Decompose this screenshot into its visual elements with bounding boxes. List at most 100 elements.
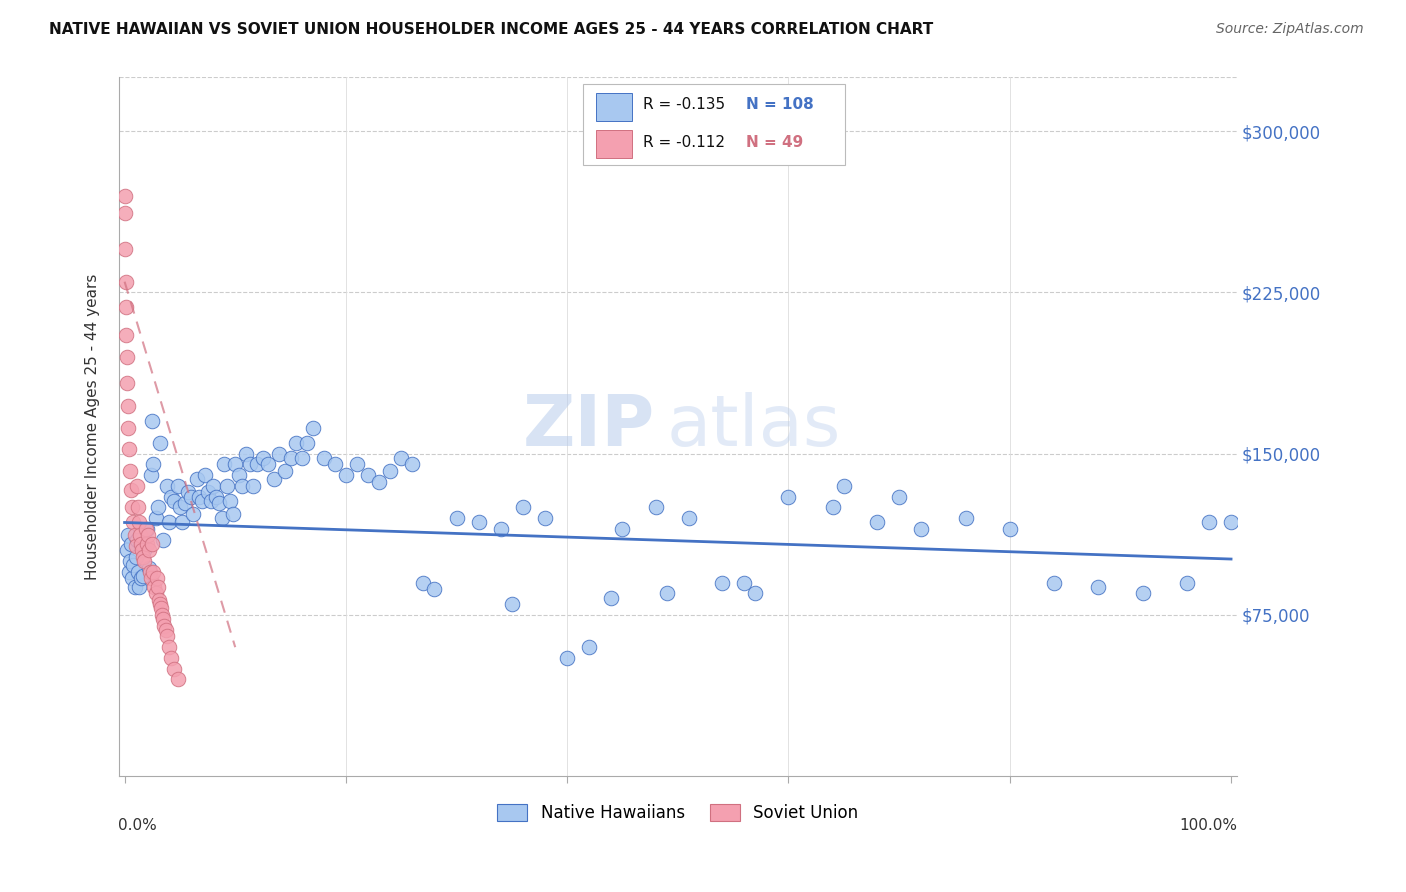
Point bbox=[612, 522, 634, 536]
Point bbox=[174, 496, 197, 510]
Text: 100.0%: 100.0% bbox=[1180, 818, 1237, 833]
Point bbox=[263, 473, 285, 487]
Point bbox=[124, 528, 146, 542]
Point bbox=[446, 511, 468, 525]
Point bbox=[235, 447, 257, 461]
Point bbox=[832, 479, 855, 493]
Point bbox=[139, 571, 162, 585]
Point bbox=[115, 350, 138, 364]
Point bbox=[117, 376, 139, 390]
Point bbox=[139, 565, 162, 579]
Point bbox=[114, 275, 136, 289]
Point bbox=[239, 458, 262, 472]
Point bbox=[155, 623, 177, 637]
Point bbox=[910, 522, 932, 536]
Point bbox=[149, 597, 172, 611]
Point bbox=[231, 479, 253, 493]
Point bbox=[368, 475, 391, 489]
Text: 0.0%: 0.0% bbox=[118, 818, 156, 833]
Point bbox=[501, 597, 523, 611]
Point bbox=[274, 464, 297, 478]
Point bbox=[117, 400, 139, 414]
Point bbox=[124, 549, 146, 564]
Point bbox=[148, 593, 170, 607]
Point bbox=[186, 473, 208, 487]
Point bbox=[166, 673, 188, 687]
Point bbox=[125, 533, 148, 547]
Point bbox=[280, 450, 302, 465]
Point bbox=[138, 560, 160, 574]
Point bbox=[136, 528, 159, 542]
Point bbox=[134, 554, 156, 568]
Point bbox=[205, 490, 228, 504]
Point bbox=[578, 640, 600, 655]
FancyBboxPatch shape bbox=[583, 85, 845, 165]
Point bbox=[242, 479, 264, 493]
Point bbox=[1043, 575, 1066, 590]
Point bbox=[120, 464, 142, 478]
Point bbox=[821, 500, 844, 515]
Point bbox=[181, 507, 204, 521]
Point bbox=[291, 450, 314, 465]
Point bbox=[866, 516, 889, 530]
Point bbox=[138, 543, 160, 558]
Point bbox=[143, 580, 166, 594]
Point bbox=[114, 243, 136, 257]
Point bbox=[1087, 580, 1109, 594]
Text: R = -0.112: R = -0.112 bbox=[643, 135, 725, 150]
Point bbox=[160, 651, 183, 665]
Point bbox=[389, 450, 412, 465]
Point bbox=[600, 591, 623, 605]
Point bbox=[141, 537, 163, 551]
Point bbox=[218, 494, 240, 508]
Point bbox=[711, 575, 734, 590]
Point bbox=[135, 522, 157, 536]
Point bbox=[401, 458, 423, 472]
Point bbox=[114, 206, 136, 220]
Point bbox=[152, 612, 174, 626]
Point bbox=[153, 618, 176, 632]
Point bbox=[301, 421, 323, 435]
Point bbox=[678, 511, 700, 525]
Point bbox=[128, 580, 150, 594]
Point bbox=[489, 522, 512, 536]
Point bbox=[141, 414, 163, 428]
Text: ZIP: ZIP bbox=[523, 392, 655, 461]
Point bbox=[117, 528, 139, 542]
Point bbox=[200, 494, 222, 508]
Point bbox=[285, 436, 308, 450]
Point bbox=[115, 543, 138, 558]
Point bbox=[187, 490, 209, 504]
Point bbox=[269, 447, 291, 461]
Point bbox=[156, 629, 179, 643]
Text: atlas: atlas bbox=[666, 392, 841, 461]
Point bbox=[115, 301, 138, 315]
Point bbox=[1198, 516, 1220, 530]
Point bbox=[135, 522, 157, 536]
Point bbox=[467, 516, 489, 530]
Point bbox=[131, 543, 153, 558]
Point bbox=[555, 651, 578, 665]
Point bbox=[534, 511, 557, 525]
Point bbox=[202, 479, 225, 493]
Point bbox=[120, 483, 142, 498]
Point bbox=[423, 582, 446, 596]
Point bbox=[778, 490, 800, 504]
Point bbox=[224, 458, 246, 472]
Point bbox=[644, 500, 666, 515]
Point bbox=[145, 511, 167, 525]
Point bbox=[217, 479, 239, 493]
Point bbox=[257, 458, 280, 472]
Point bbox=[335, 468, 357, 483]
Point bbox=[157, 640, 180, 655]
Y-axis label: Householder Income Ages 25 - 44 years: Householder Income Ages 25 - 44 years bbox=[86, 274, 100, 580]
Point bbox=[120, 554, 142, 568]
Text: N = 108: N = 108 bbox=[745, 97, 814, 112]
Point bbox=[222, 507, 245, 521]
FancyBboxPatch shape bbox=[596, 93, 633, 120]
Point bbox=[150, 601, 173, 615]
Point bbox=[887, 490, 910, 504]
Point bbox=[197, 485, 219, 500]
Point bbox=[156, 479, 179, 493]
Point bbox=[998, 522, 1021, 536]
